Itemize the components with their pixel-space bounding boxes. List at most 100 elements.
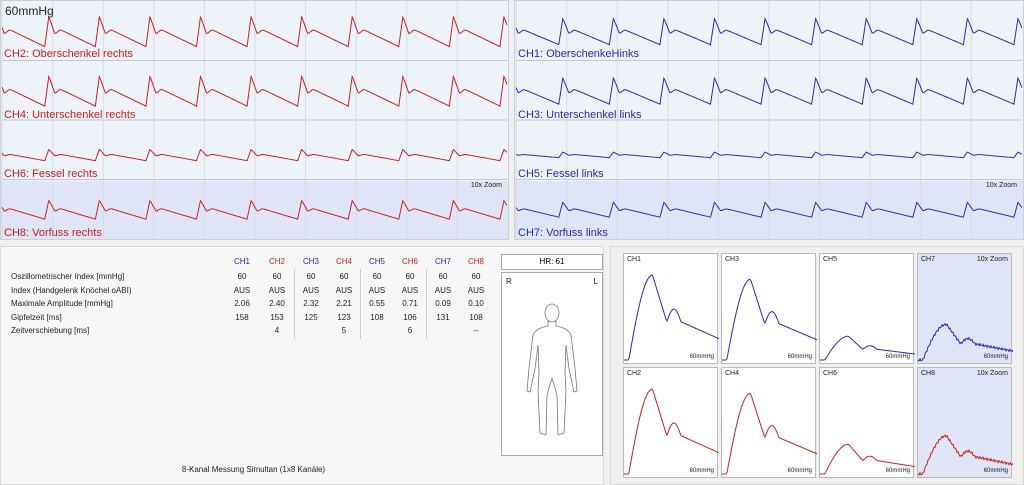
- mini-waveform: [918, 434, 1013, 476]
- column-separator: [294, 269, 295, 339]
- table-cell: 125: [304, 312, 318, 322]
- table-cell: AUS: [401, 285, 419, 295]
- mini-chart-trace-area: [722, 278, 817, 361]
- heart-rate-display: HR: 61: [501, 254, 603, 270]
- mini-waveform: [624, 388, 719, 475]
- table-cell: AUS: [335, 285, 353, 295]
- side-label-left: L: [593, 277, 598, 286]
- zoom-label: 10x Zoom: [985, 182, 1017, 189]
- results-table-panel: CH1 CH2 CH3 CH4 CH5 CH6 CH7 CH8 Oszillometrische…: [0, 246, 604, 485]
- table-cell: --: [473, 326, 479, 335]
- mini-chart-channel-label: CH1: [627, 256, 642, 263]
- mini-chart-zoom-label: 10x Zoom: [976, 256, 1008, 263]
- waveform-trace: [1, 15, 508, 48]
- column-separator: [327, 269, 328, 339]
- table-cell: 108: [370, 312, 384, 322]
- mini-chart-unit-label: 60mmHg: [983, 354, 1008, 360]
- waveform-trace: [515, 76, 1023, 105]
- mini-chart-ch7: CH7 10x Zoom 60mmHg: [917, 253, 1013, 364]
- mini-chart-unit-label: 60mmHg: [885, 468, 910, 474]
- table-row-label: Gipfelzeit [ms]: [11, 312, 62, 322]
- mini-chart-ch2: CH2 60mmHg: [623, 367, 719, 478]
- channel-label-ch6: CH6: Fessel rechts: [4, 168, 98, 180]
- table-cell: 0.55: [369, 299, 385, 308]
- mini-waveform: [722, 278, 817, 361]
- mini-chart-trace-area: [820, 443, 915, 475]
- channel-label-ch4: CH4: Unterschenkel rechts: [4, 109, 136, 121]
- mini-chart-channel-label: CH8: [921, 370, 936, 377]
- side-label-right: R: [506, 277, 512, 286]
- channel-label-ch3: CH3: Unterschenkel links: [518, 109, 642, 121]
- mini-waveform: [820, 335, 915, 361]
- column-separator: [260, 269, 261, 339]
- table-cell: 123: [337, 312, 351, 322]
- column-separator: [459, 269, 460, 339]
- mini-waveform: [722, 392, 817, 475]
- table-cell: 131: [436, 312, 450, 322]
- column-separator: [360, 269, 361, 339]
- mini-chart-unit-label: 60mmHg: [787, 354, 812, 360]
- mini-chart-ch8: CH8 10x Zoom 60mmHg: [917, 367, 1013, 478]
- channel-label-ch1: CH1: OberschenkeHinks: [518, 48, 640, 60]
- mini-chart-trace-area: [918, 322, 1013, 362]
- table-cell: 0.71: [402, 299, 418, 308]
- mini-chart-channel-label: CH3: [725, 256, 740, 263]
- waveform-trace: [1, 148, 508, 162]
- mini-waveform: [624, 274, 719, 361]
- mini-chart-unit-label: 60mmHg: [983, 468, 1008, 474]
- table-row-label: Maximale Amplitude [mmHg]: [11, 299, 113, 308]
- body-diagram: R L: [501, 272, 603, 456]
- table-cell: 60: [306, 272, 316, 281]
- mini-chart-zoom-label: 10x Zoom: [976, 370, 1008, 377]
- table-cell: 4: [274, 326, 280, 335]
- column-separator: [426, 269, 427, 339]
- table-cell: AUS: [302, 285, 320, 295]
- mini-chart-trace-area: [624, 388, 719, 475]
- table-header-ch2: CH2: [268, 257, 285, 266]
- table-cell: 60: [471, 272, 481, 281]
- waveform-canvas-left: [515, 1, 1023, 239]
- body-outline-icon: [526, 303, 578, 436]
- table-cell: AUS: [434, 285, 452, 295]
- channel-label-ch7: CH7: Vorfuss links: [518, 227, 608, 239]
- table-cell: 2.40: [269, 299, 285, 308]
- table-cell: 5: [341, 326, 347, 335]
- waveform-trace: [515, 201, 1023, 218]
- mini-chart-ch5: CH5 60mmHg: [819, 253, 915, 364]
- table-cell: 0.09: [435, 299, 451, 308]
- table-cell: AUS: [467, 285, 485, 295]
- mini-chart-trace-area: [820, 335, 915, 361]
- mini-chart-ch6: CH6 60mmHg: [819, 367, 915, 478]
- pressure-label: 60mmHg: [5, 4, 54, 18]
- mini-chart-trace-area: [918, 434, 1013, 476]
- table-cell: AUS: [268, 285, 286, 295]
- table-cell: 0.10: [468, 299, 484, 308]
- table-cell: 153: [270, 312, 284, 322]
- table-cell: 158: [235, 312, 249, 322]
- waveform-trace: [1, 199, 508, 220]
- waveform-trace: [1, 74, 508, 107]
- mini-chart-unit-label: 60mmHg: [689, 468, 714, 474]
- table-cell: 106: [403, 312, 417, 322]
- mini-charts-panel: CH1 60mmHg CH3 60mmHg CH5 60mmHg CH7 10x Zoom 60…: [610, 246, 1024, 485]
- table-header-ch1: CH1: [233, 257, 250, 266]
- waveform-trace: [515, 151, 1023, 159]
- waveform-panel-left: CH1: OberschenkeHinks CH3: Unterschenkel…: [514, 0, 1024, 240]
- mini-chart-channel-label: CH4: [725, 370, 740, 377]
- mini-chart-unit-label: 60mmHg: [787, 468, 812, 474]
- mini-chart-ch1: CH1 60mmHg: [623, 253, 719, 364]
- mini-chart-unit-label: 60mmHg: [885, 354, 910, 360]
- table-cell: 2.06: [234, 299, 250, 308]
- table-cell: 60: [372, 272, 382, 281]
- mini-chart-ch3: CH3 60mmHg: [721, 253, 817, 364]
- table-cell: 2.21: [336, 299, 352, 308]
- table-header-ch6: CH6: [401, 257, 418, 266]
- table-cell: 60: [438, 272, 448, 281]
- table-row-label: Index (Handgelenk Knöchel oABI): [11, 285, 132, 295]
- table-cell: 108: [469, 312, 483, 322]
- table-cell: 60: [339, 272, 349, 281]
- table-header-ch5: CH5: [368, 257, 385, 266]
- measurement-mode-text: 8-Kanal Messung Simultan (1x8 Kanäle): [181, 465, 326, 474]
- waveform-trace: [515, 17, 1023, 46]
- waveform-canvas-right: [1, 1, 508, 239]
